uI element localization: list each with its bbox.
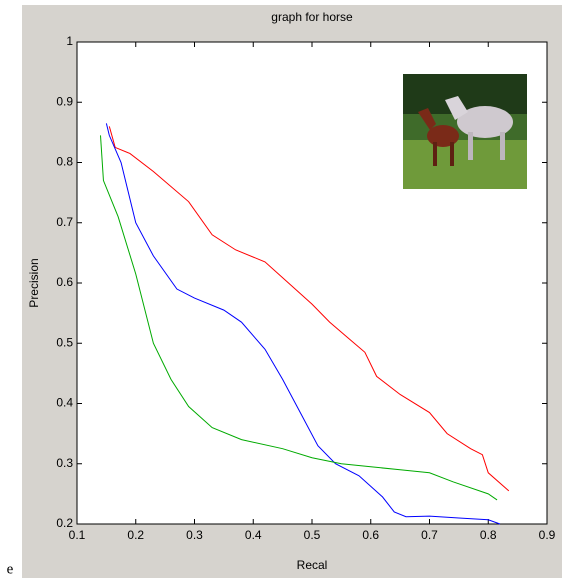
x-tick-label: 0.7 [421,528,438,542]
y-tick-label: 0.5 [56,335,73,349]
x-tick-label: 0.2 [127,528,144,542]
y-tick-label: 1 [66,34,73,48]
y-axis-label: Precision [27,258,41,307]
y-tick-label: 0.9 [56,94,73,108]
y-tick-label: 0.3 [56,456,73,470]
x-tick-label: 0.8 [480,528,497,542]
horse-photo [403,74,527,189]
y-tick-label: 0.6 [56,275,73,289]
y-tick-label: 0.8 [56,155,73,169]
caption: e [7,561,14,577]
x-tick-label: 0.5 [304,528,321,542]
x-tick-label: 0.4 [245,528,262,542]
x-tick-label: 0.1 [69,528,86,542]
y-tick-label: 0.7 [56,215,73,229]
pr-curve [100,135,498,501]
y-tick-label: 0.2 [56,516,73,530]
x-axis-label: Recal [297,558,328,572]
y-tick-label: 0.4 [56,396,73,410]
pr-curve [108,126,510,492]
x-tick-label: 0.9 [539,528,556,542]
pr-curve [105,123,501,525]
x-tick-label: 0.3 [186,528,203,542]
x-tick-label: 0.6 [362,528,379,542]
chart-title: graph for horse [271,10,353,24]
